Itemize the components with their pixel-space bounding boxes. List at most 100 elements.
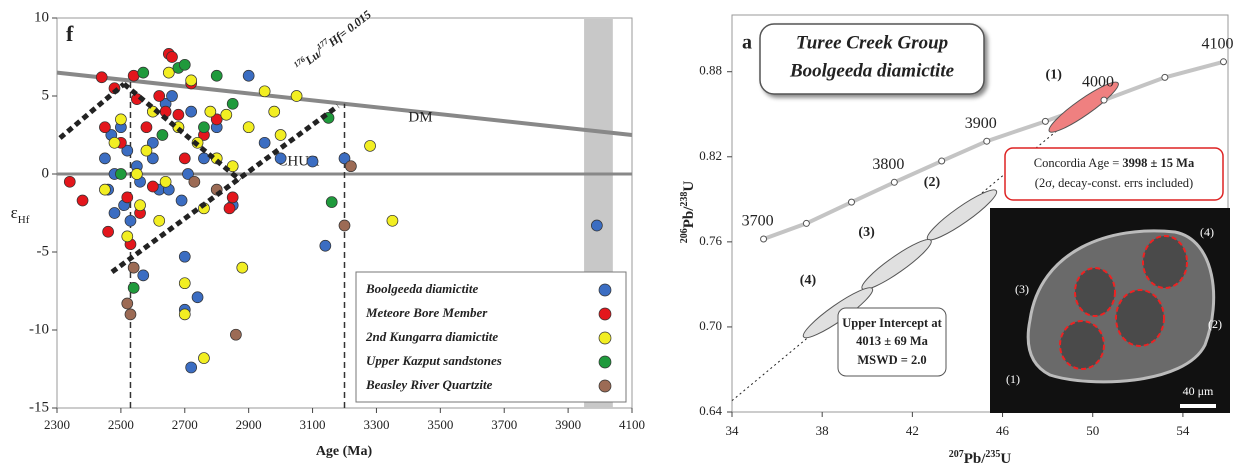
inset-label: (3) (1015, 282, 1029, 296)
data-point (307, 156, 318, 167)
data-point (122, 231, 133, 242)
x-tick-label: 38 (816, 423, 829, 438)
data-point (275, 130, 286, 141)
data-point (198, 153, 209, 164)
data-point (230, 329, 241, 340)
data-point (259, 86, 270, 97)
legend-label: Meteore Bore Member (365, 305, 488, 320)
data-point (138, 67, 149, 78)
data-point (135, 200, 146, 211)
data-point (345, 161, 356, 172)
concordia-age-note: (2σ, decay-const. errs included) (1035, 176, 1193, 190)
age-label: 3700 (742, 213, 774, 230)
data-point (198, 353, 209, 364)
data-point (179, 251, 190, 262)
y-tick-label: 0.88 (699, 63, 722, 78)
concordia-tick (1162, 74, 1168, 80)
age-label: 4100 (1201, 35, 1233, 52)
data-point (339, 220, 350, 231)
data-point (167, 91, 178, 102)
inset-label: (1) (1006, 372, 1020, 386)
y-tick-label: 0.64 (699, 403, 722, 418)
data-point (259, 137, 270, 148)
data-point (147, 181, 158, 192)
y-tick-label: -5 (37, 243, 50, 259)
x-tick-label: 3700 (491, 417, 517, 432)
spot-label: (4) (800, 273, 817, 288)
data-point (320, 240, 331, 251)
data-point (176, 195, 187, 206)
y-tick-label: 0.76 (699, 233, 722, 248)
data-point (186, 362, 197, 373)
data-point (128, 262, 139, 273)
spot-label: (1) (1046, 67, 1063, 82)
concordia-age: Concordia Age = 3998 ± 15 Ma (1034, 156, 1195, 170)
data-point (154, 215, 165, 226)
data-point (64, 176, 75, 187)
data-point (125, 309, 136, 320)
x-axis-title: Age (Ma) (316, 444, 373, 459)
data-point (167, 52, 178, 63)
data-point (291, 91, 302, 102)
data-point (173, 109, 184, 120)
concordia-tick (1042, 118, 1048, 124)
data-point (179, 278, 190, 289)
x-axis-title: 207Pb/235U (949, 449, 1012, 468)
data-point (221, 109, 232, 120)
data-point (275, 153, 286, 164)
figure: 2300250027002900310033003500370039004100… (0, 0, 1237, 475)
y-tick-label: 0.82 (699, 148, 722, 163)
data-point (131, 169, 142, 180)
data-point (186, 75, 197, 86)
subtitle: Boolgeeda diamictite (789, 60, 955, 81)
spot-label: (3) (858, 225, 875, 240)
data-point (179, 59, 190, 70)
y-tick-label: -10 (29, 321, 49, 337)
data-point (237, 262, 248, 273)
data-point (591, 220, 602, 231)
y-tick-label: 0 (42, 165, 50, 181)
data-point (157, 130, 168, 141)
data-point (99, 153, 110, 164)
age-label: 3800 (872, 156, 904, 173)
concordia-tick (1101, 97, 1107, 103)
data-point (243, 122, 254, 133)
legend-label: Beasley River Quartzite (365, 377, 493, 392)
panel-label: a (742, 32, 752, 54)
data-point (109, 137, 120, 148)
data-point (99, 122, 110, 133)
legend-swatch (599, 284, 611, 296)
x-tick-label: 34 (726, 423, 740, 438)
data-point (160, 176, 171, 187)
data-point (179, 153, 190, 164)
data-point (243, 70, 254, 81)
data-point (326, 197, 337, 208)
data-point (77, 195, 88, 206)
age-label: 4000 (1082, 74, 1114, 91)
x-tick-label: 3900 (555, 417, 581, 432)
data-point (387, 215, 398, 226)
concordia-tick (984, 138, 990, 144)
data-point (189, 176, 200, 187)
data-point (198, 122, 209, 133)
data-point (128, 282, 139, 293)
x-tick-label: 3500 (427, 417, 453, 432)
legend-swatch (599, 356, 611, 368)
data-point (99, 184, 110, 195)
legend-swatch (599, 332, 611, 344)
panel-label: f (66, 21, 74, 46)
concordia-tick (848, 199, 854, 205)
data-point (211, 70, 222, 81)
y-tick-label: 5 (42, 87, 50, 103)
legend-swatch (599, 308, 611, 320)
y-axis-title: 206Pb/238U (679, 181, 698, 244)
upper-intercept: Upper Intercept at (842, 316, 942, 330)
y-axis-title: εHf (11, 203, 30, 226)
data-point (103, 226, 114, 237)
y-tick-label: 10 (34, 9, 49, 25)
data-point (138, 270, 149, 281)
x-tick-label: 2300 (44, 417, 70, 432)
data-point (115, 114, 126, 125)
x-tick-label: 4100 (619, 417, 645, 432)
x-tick-label: 54 (1176, 423, 1190, 438)
